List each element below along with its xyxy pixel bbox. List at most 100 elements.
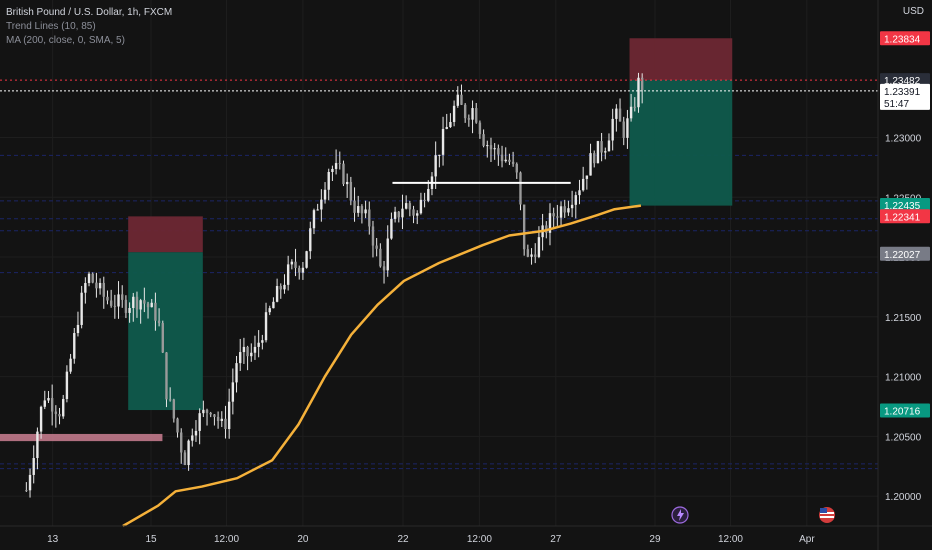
candle [412,209,415,216]
candle [618,108,622,122]
candle [279,286,282,290]
legend-trend-lines[interactable]: Trend Lines (10, 85) [6,21,96,32]
candle [585,175,589,179]
candle [205,409,209,413]
candle [607,140,611,152]
candle [537,237,541,257]
candle [371,226,375,246]
candle [570,204,574,209]
candle [489,145,493,150]
candle [574,195,577,205]
candle [615,108,618,119]
candle [62,398,65,417]
x-tick-label: Apr [799,534,815,545]
candle [357,206,360,213]
candle [368,209,371,227]
candle [438,154,441,156]
currency-label[interactable]: USD [902,6,924,17]
candle [264,312,268,341]
candle [286,264,290,285]
candle [360,206,364,214]
candle [382,266,386,271]
candle [397,211,400,218]
price-badge-label: 1.22341 [884,212,921,223]
candle [272,301,275,309]
candle [353,200,356,213]
price-badge-label: 1.20716 [884,407,921,418]
candle [526,249,530,257]
candle [471,108,474,120]
candle [198,413,201,431]
candle [106,296,109,301]
candle [216,416,220,422]
candle [345,181,349,185]
candle [511,161,515,164]
candle [202,409,205,414]
x-tick-label: 20 [297,534,309,545]
candle [294,261,297,268]
candle [581,178,585,191]
price-badge [880,209,930,224]
candle [290,261,294,265]
candle [194,430,198,436]
candle [143,300,146,304]
y-tick-label: 1.21500 [885,313,922,324]
candle [611,118,614,141]
price-badge-label: 1.22027 [884,250,921,261]
candle [427,188,430,201]
trade-target-zone [629,80,733,206]
candle [604,151,607,153]
candle [191,435,194,441]
candle [47,398,50,401]
price-badge-label: 1.23391 [884,87,921,98]
candle [441,128,445,155]
candle [416,213,419,216]
candle [268,308,271,313]
legend-symbol[interactable]: British Pound / U.S. Dollar, 1h, FXCM [6,7,173,18]
legend-moving-average[interactable]: MA (200, close, 0, SMA, 5) [6,35,125,46]
candle [227,401,231,430]
candle [589,153,592,176]
candle [434,155,437,177]
candle [486,145,489,147]
candle [146,303,150,308]
candle [334,163,338,169]
chart-legend: British Pound / U.S. Dollar, 1h, FXCM Tr… [6,6,172,48]
candle [102,282,105,297]
candle [154,302,157,321]
candle [95,282,98,289]
candle [393,211,397,219]
candle [622,121,625,138]
candle [80,292,83,325]
candle [209,412,212,415]
price-badge [880,73,930,88]
candle [323,189,327,200]
candle [404,203,408,209]
price-badge [880,31,930,46]
candle [187,440,190,466]
candle [316,209,319,211]
candle [36,431,39,459]
candle [563,206,566,213]
candle [629,106,633,119]
candle [250,352,253,357]
candle [522,204,526,250]
x-tick-label: 13 [47,534,59,545]
candle [157,320,161,324]
candle [578,190,581,196]
candle [556,216,559,218]
candle [283,284,286,290]
us-flag-stripe-icon [820,516,834,518]
price-badge [880,198,930,213]
candle [640,77,644,91]
candle [25,490,28,492]
candle [445,127,448,129]
price-badge-label: 1.23482 [884,76,921,87]
candle [452,105,456,122]
candle [515,163,518,173]
candle [139,300,142,310]
candle [349,181,353,201]
candle [98,282,102,289]
trade-stop-zone [629,38,733,81]
